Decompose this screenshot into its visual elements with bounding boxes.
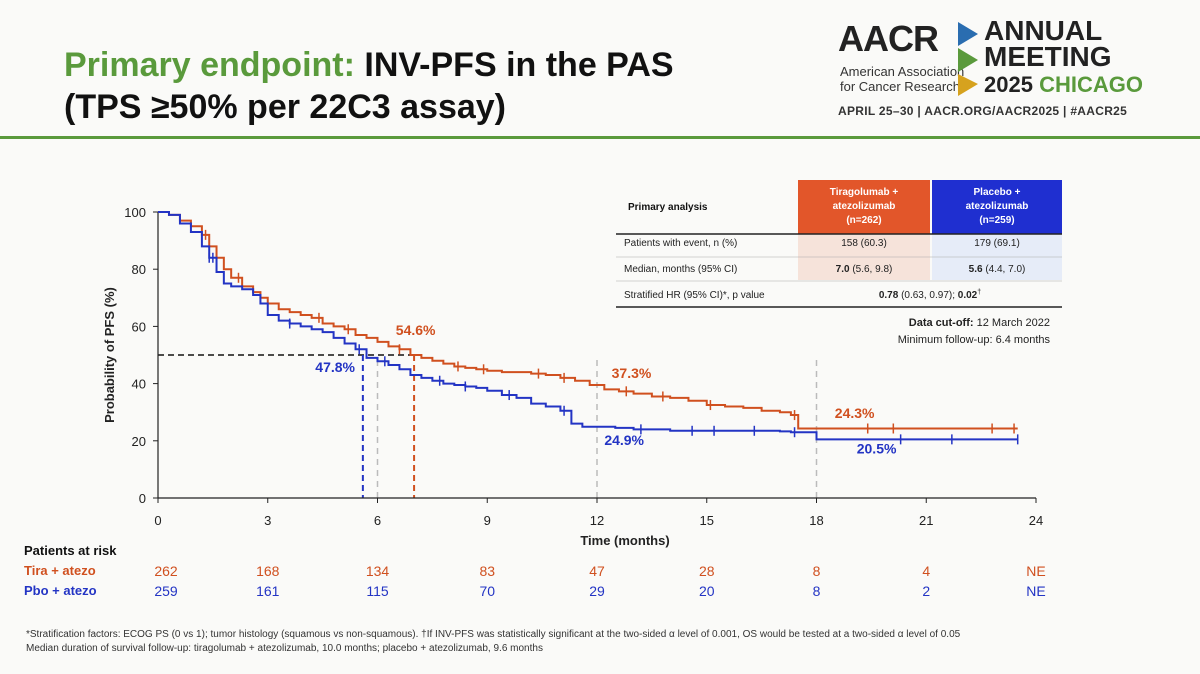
footnote-2: Median duration of survival follow-up: t… (26, 643, 543, 654)
x-tick-label: 3 (264, 513, 271, 528)
footnotes: *Stratification factors: ECOG PS (0 vs 1… (26, 628, 1176, 656)
km-curve-tira (158, 211, 1018, 430)
row-median-tira: 7.0 (5.6, 9.8) (836, 264, 893, 275)
annotations: 54.6% 47.8% 37.3% 24.9% 24.3% 20.5% (315, 322, 897, 457)
aacr-subtitle: American Association for Cancer Research (840, 64, 964, 94)
aacr-sub-2: for Cancer Research (840, 79, 960, 94)
pbo-col-2: atezolizumab (966, 201, 1029, 212)
row-events-tira: 158 (60.3) (841, 238, 887, 249)
x-axis-title: Time (months) (580, 533, 669, 548)
y-axis-title: Probability of PFS (%) (102, 287, 117, 423)
pbo-col-3: (n=259) (979, 215, 1014, 226)
y-tick-label: 20 (132, 434, 146, 449)
x-tick-label: 21 (919, 513, 933, 528)
risk-value-pbo: 115 (366, 583, 389, 599)
pbo-col-1: Placebo + (974, 187, 1021, 198)
risk-value-tira: 47 (589, 563, 605, 579)
page-title: Primary endpoint: INV-PFS in the PAS (TP… (64, 44, 674, 128)
x-tick-label: 15 (700, 513, 714, 528)
risk-value-pbo: 161 (256, 583, 280, 599)
aacr-logo: AACR American Association for Cancer Res… (838, 15, 1178, 128)
header-divider (0, 136, 1200, 139)
risk-value-pbo: 70 (479, 583, 496, 599)
percent-annotation: 20.5% (857, 441, 897, 457)
tira-header-bg (798, 180, 930, 234)
percent-annotation: 47.8% (315, 359, 355, 375)
meeting-mark-icon (958, 22, 978, 96)
title-green-part: Primary endpoint: (64, 46, 355, 84)
risk-value-pbo: NE (1026, 583, 1046, 599)
axes: 0 3 6 9 12 15 18 21 24 0 20 40 60 80 100 Time (months) P… (102, 205, 1043, 548)
row-hr-value: 0.78 (0.63, 0.97); 0.02† (879, 289, 981, 301)
y-tick-label: 60 (132, 319, 146, 334)
y-tick-label: 40 (132, 377, 146, 392)
aacr-wordmark: AACR (838, 18, 939, 59)
cutoff: Data cut-off: 12 March 2022 (909, 317, 1050, 329)
x-tick-label: 18 (809, 513, 823, 528)
curves (158, 211, 1018, 441)
percent-annotation: 24.9% (604, 432, 644, 448)
annual-meeting-text: ANNUAL MEETING (984, 15, 1112, 72)
x-tick-label: 12 (590, 513, 604, 528)
row-hr-label: Stratified HR (95% CI)*, p value (624, 290, 765, 301)
pbo-header-bg (932, 180, 1062, 234)
risk-value-pbo: 259 (154, 583, 178, 599)
city: CHICAGO (1039, 72, 1143, 97)
tira-col-2: atezolizumab (833, 201, 896, 212)
percent-annotation: 24.3% (835, 405, 875, 421)
risk-value-tira: 134 (365, 563, 390, 579)
censor-ticks (204, 229, 1019, 445)
aacr-sub-1: American Association (840, 64, 965, 79)
x-tick-label: 9 (484, 513, 491, 528)
followup: Minimum follow-up: 6.4 months (898, 334, 1051, 346)
title-rest: INV-PFS in the PAS (354, 46, 674, 84)
x-tick-label: 24 (1029, 513, 1043, 528)
meeting-word: MEETING (984, 41, 1112, 72)
tira-col-3: (n=262) (846, 215, 881, 226)
risk-value-pbo: 20 (698, 583, 715, 599)
risk-label-pbo: Pbo + atezo (24, 583, 97, 598)
risk-value-tira: 4 (922, 563, 931, 579)
y-tick-label: 80 (132, 262, 146, 277)
row-events-label: Patients with event, n (%) (624, 238, 737, 249)
risk-value-tira: NE (1026, 563, 1046, 579)
risk-table-title: Patients at risk (24, 543, 117, 558)
row-events-pbo: 179 (69.1) (974, 238, 1020, 249)
percent-annotation: 37.3% (612, 365, 652, 381)
title-line-2: (TPS ≥50% per 22C3 assay) (64, 88, 506, 126)
median-lines (158, 354, 416, 498)
tira-col-1: Tiragolumab + (830, 187, 899, 198)
row-median-label: Median, months (95% CI) (624, 264, 737, 275)
risk-value-pbo: 8 (812, 583, 821, 599)
year: 2025 (984, 72, 1033, 97)
x-tick-label: 6 (374, 513, 381, 528)
risk-value-tira: 262 (154, 563, 178, 579)
km-curve-pbo (158, 211, 1018, 441)
x-tick-label: 0 (154, 513, 161, 528)
table-header: Primary analysis (628, 202, 708, 213)
row-median-pbo: 5.6 (4.4, 7.0) (969, 264, 1026, 275)
percent-annotation: 54.6% (396, 322, 436, 338)
risk-label-tira: Tira + atezo (24, 563, 96, 578)
meeting-dates: APRIL 25–30 | AACR.ORG/AACR2025 | #AACR2… (838, 104, 1128, 118)
risk-value-tira: 28 (698, 563, 715, 579)
footnote-1: *Stratification factors: ECOG PS (0 vs 1… (26, 629, 961, 640)
risk-value-pbo: 29 (589, 583, 605, 599)
y-tick-label: 100 (124, 205, 146, 220)
risk-value-tira: 168 (256, 563, 280, 579)
summary-table: Primary analysis Tiragolumab + atezolizu… (616, 180, 1062, 346)
annual-word: ANNUAL (984, 15, 1103, 46)
y-tick-label: 0 (139, 491, 146, 506)
risk-value-tira: 83 (479, 563, 496, 579)
risk-value-tira: 8 (812, 563, 821, 579)
year-city: 2025 CHICAGO (984, 72, 1143, 98)
risk-value-pbo: 2 (922, 583, 931, 599)
